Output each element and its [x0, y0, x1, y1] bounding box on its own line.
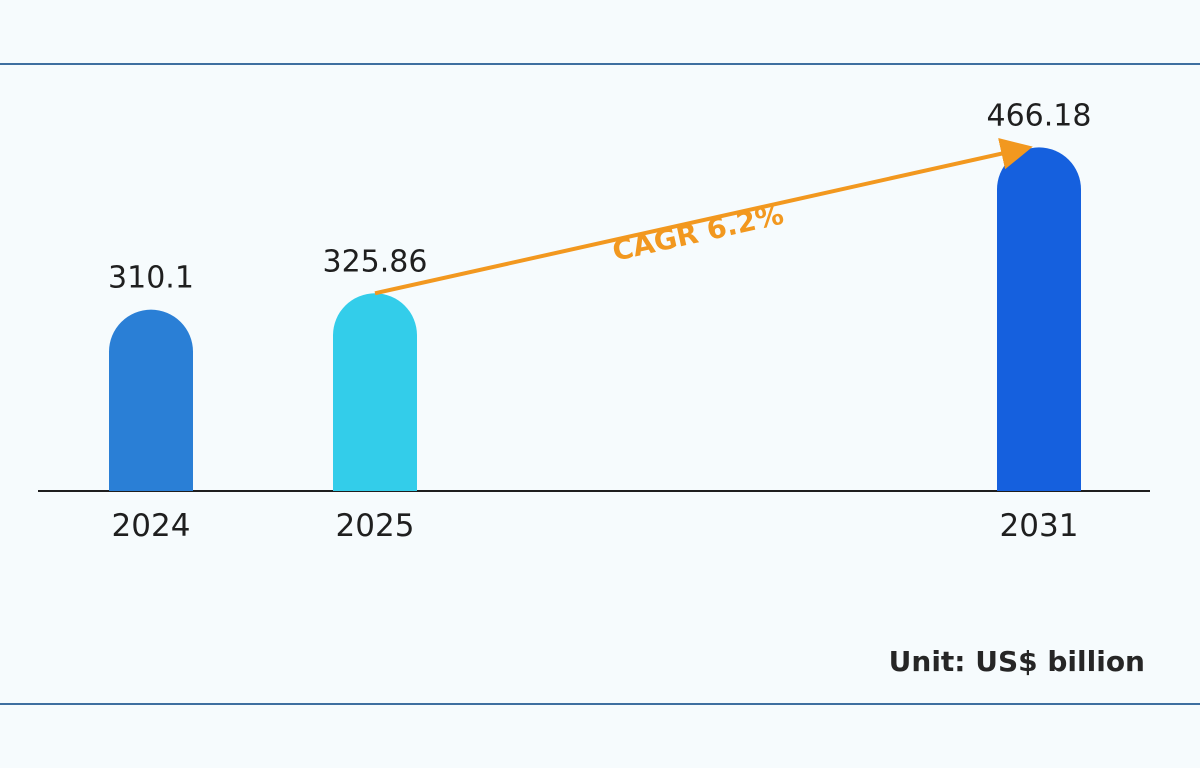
value-label-2024: 310.1	[108, 261, 194, 296]
bar-2024	[109, 309, 193, 491]
bar-2025	[333, 293, 417, 491]
unit-label: Unit: US$ billion	[888, 645, 1145, 678]
bottom-divider	[0, 703, 1200, 705]
bar-2031	[997, 147, 1081, 491]
x-tick-label-2024: 2024	[112, 508, 191, 544]
x-tick-label-2025: 2025	[336, 508, 415, 544]
value-label-2025: 325.86	[323, 244, 428, 279]
top-divider	[0, 63, 1200, 65]
cagr-arrow	[374, 138, 1033, 296]
x-tick-label-2031: 2031	[1000, 508, 1079, 544]
cagr-label: CAGR 6.2%	[609, 198, 786, 268]
value-label-2031: 466.18	[987, 98, 1092, 133]
